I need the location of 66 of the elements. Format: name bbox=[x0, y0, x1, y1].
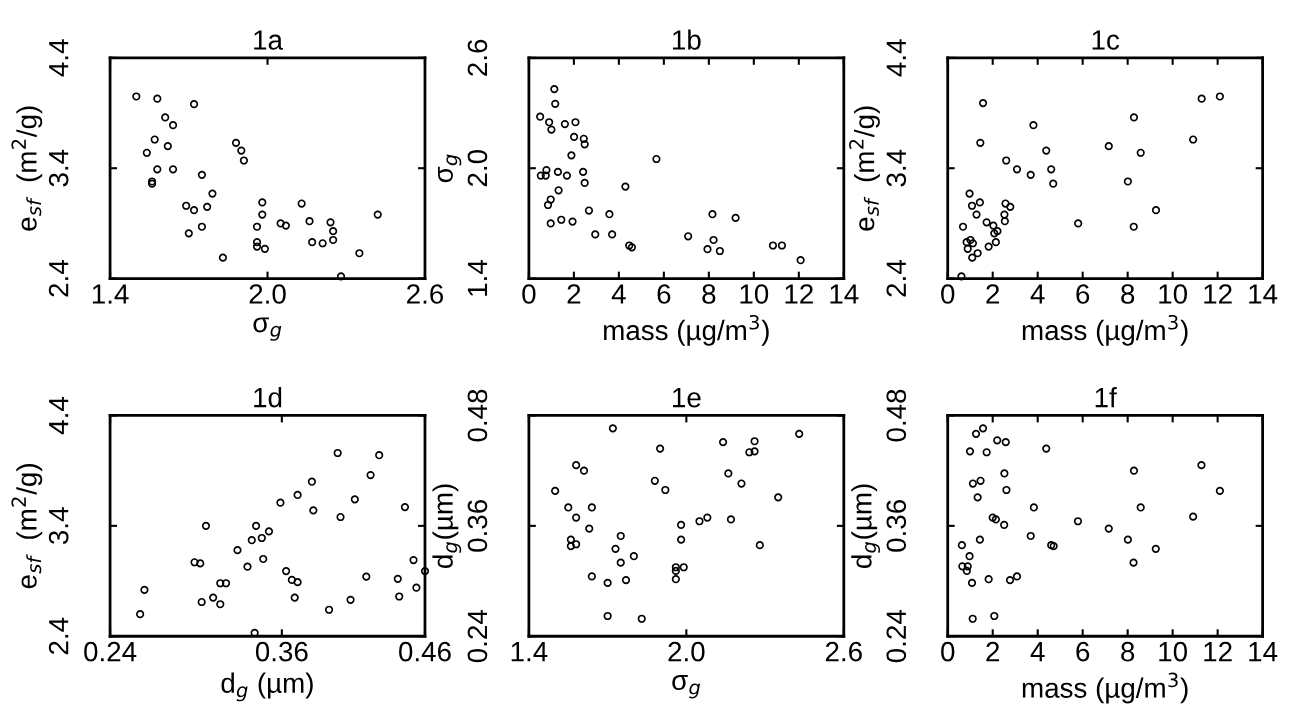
chart-title: 1b bbox=[673, 29, 701, 50]
x-tick-label: 0.46 bbox=[399, 641, 451, 662]
y-axis-title: σ$_{g}$ bbox=[438, 154, 462, 183]
x-axis-title: d$_{g}$ (µm) bbox=[221, 672, 313, 702]
chart-title: 1c bbox=[1092, 30, 1120, 50]
y-tick-label: 2.4 bbox=[48, 260, 69, 297]
y-axis-title: d$_{g}$(µm) bbox=[851, 484, 880, 569]
x-tick-label: 0 bbox=[941, 284, 955, 304]
x-tick-label: 6 bbox=[1076, 284, 1090, 304]
x-tick-label: 2.0 bbox=[249, 284, 286, 304]
x-tick-label: 8 bbox=[702, 284, 716, 304]
x-tick-label: 0 bbox=[941, 641, 955, 662]
y-tick-label: 4.4 bbox=[49, 396, 69, 435]
x-tick-label: 14 bbox=[830, 284, 859, 304]
x-tick-label: 1.4 bbox=[511, 642, 548, 662]
chart-title: 1d bbox=[254, 387, 282, 408]
x-tick-label: 1.4 bbox=[92, 284, 129, 304]
x-tick-label: 4 bbox=[611, 284, 626, 304]
x-tick-label: 12 bbox=[785, 284, 813, 304]
x-axis-title: mass (µg/m$^{3}$) bbox=[604, 314, 769, 346]
x-tick-label: 14 bbox=[1249, 284, 1278, 304]
x-tick-label: 8 bbox=[1121, 284, 1135, 304]
x-tick-label: 2.0 bbox=[668, 641, 705, 662]
y-axis-title: e$_{sf}$ (m$^{2}$/g) bbox=[849, 106, 880, 231]
x-tick-label: 6 bbox=[657, 284, 671, 304]
y-tick-label: 2.4 bbox=[886, 260, 906, 297]
x-tick-label: 2 bbox=[986, 641, 1000, 662]
x-tick-label: 14 bbox=[1249, 642, 1278, 662]
x-axis-title: mass (µg/m$^{3}$) bbox=[1022, 672, 1188, 704]
x-axis-title: mass (µg/m$^{3}$) bbox=[1022, 314, 1188, 346]
y-tick-label: 3.4 bbox=[886, 149, 907, 187]
x-tick-label: 10 bbox=[1159, 641, 1188, 662]
x-tick-label: 2 bbox=[986, 284, 1000, 304]
x-tick-label: 4 bbox=[1030, 642, 1045, 662]
x-tick-label: 0.24 bbox=[84, 641, 137, 662]
y-tick-label: 4.4 bbox=[886, 39, 906, 77]
y-tick-label: 3.4 bbox=[48, 149, 69, 187]
y-tick-label: 0.36 bbox=[467, 500, 488, 552]
x-tick-label: 2.6 bbox=[407, 284, 444, 304]
y-tick-label: 2.4 bbox=[48, 617, 69, 655]
chart-title: 1f bbox=[1095, 387, 1117, 408]
y-tick-label: 0.48 bbox=[886, 389, 907, 442]
y-axis-title: e$_{sf}$ (m$^{2}$/g) bbox=[11, 106, 43, 231]
x-tick-label: 4 bbox=[1030, 284, 1045, 304]
y-tick-label: 0.48 bbox=[467, 389, 488, 442]
y-axis-title: e$_{sf}$ (m$^{2}$/g) bbox=[11, 464, 43, 589]
y-tick-label: 2.6 bbox=[467, 39, 488, 76]
x-tick-label: 0.36 bbox=[255, 641, 308, 662]
x-axis-title: σ$_{g}$ bbox=[672, 675, 701, 699]
x-tick-label: 10 bbox=[740, 284, 769, 304]
x-tick-label: 8 bbox=[1121, 641, 1135, 662]
x-tick-label: 2 bbox=[567, 284, 581, 304]
x-tick-label: 2.6 bbox=[825, 641, 862, 662]
y-tick-label: 0.36 bbox=[886, 500, 907, 552]
y-tick-label: 3.4 bbox=[48, 507, 69, 545]
x-axis-title: σ$_{g}$ bbox=[253, 317, 282, 341]
y-tick-label: 4.4 bbox=[49, 39, 69, 77]
y-axis-title: d$_{g}$(µm) bbox=[432, 484, 462, 569]
chart-title: 1a bbox=[254, 30, 283, 50]
x-tick-label: 0 bbox=[522, 284, 536, 304]
x-tick-label: 10 bbox=[1159, 284, 1188, 304]
x-tick-label: 6 bbox=[1076, 641, 1090, 662]
y-tick-label: 2.0 bbox=[467, 150, 488, 187]
x-tick-label: 12 bbox=[1204, 641, 1232, 662]
chart-title: 1e bbox=[673, 388, 701, 408]
x-tick-label: 12 bbox=[1204, 284, 1232, 304]
